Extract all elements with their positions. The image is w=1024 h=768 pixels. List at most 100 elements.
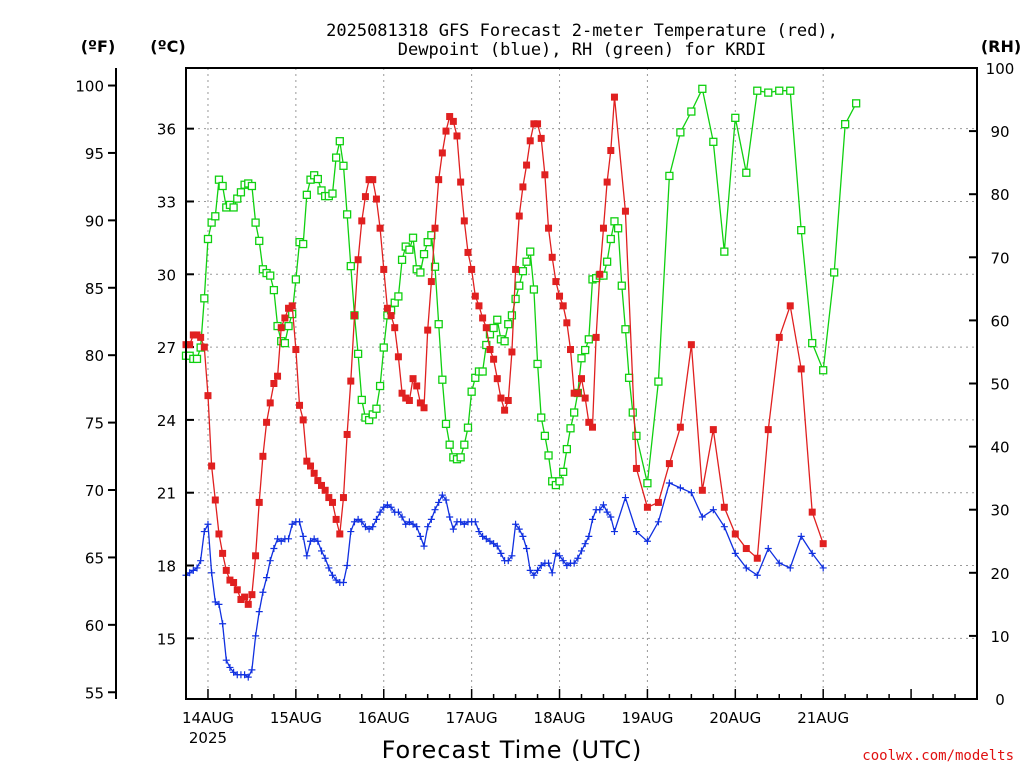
temperature-point [347,377,355,385]
temperature-point [479,314,487,322]
temperature-point [204,392,212,400]
rh-point [540,431,550,441]
temperature-point [556,292,564,300]
dewpoint-point [504,557,512,565]
dewpoint-point [200,528,208,536]
temperature-point [504,396,512,404]
temperature-point [266,399,274,407]
rh-point [720,247,729,256]
rh-point [654,377,663,386]
rh-point [419,249,429,259]
fahrenheit-tick-label: 85 [85,280,104,298]
dewpoint-point [427,515,435,523]
rh-point [775,86,784,95]
temperature-point [365,176,373,184]
dewpoint-point [354,515,362,523]
rh-point [526,247,535,256]
temperature-point [219,549,227,557]
rh-point [537,413,546,422]
dewpoint-point [288,520,296,528]
dewpoint-point [365,525,373,533]
fahrenheit-tick-label: 55 [85,684,104,702]
temperature-point [665,460,673,468]
temperature-point [296,401,304,409]
dewpoint-point [358,518,366,526]
temperature-point [420,404,428,412]
rh-point [353,349,363,358]
temperature-point [607,147,615,155]
temperature-point [387,312,395,320]
dewpoint-point [215,600,223,608]
x-tick-label: 18AUG [534,709,586,727]
temperature-point [248,591,256,599]
temperature-point [328,498,336,506]
temperature-point [471,292,479,300]
rh-point [797,226,806,235]
rh-point [522,257,531,266]
dewpoint-point [457,518,465,526]
unit-fahrenheit-label: (ºF) [81,37,116,56]
dewpoint-point [482,535,490,543]
temperature-point [361,193,369,201]
dewpoint-point [211,598,219,606]
dewpoint-point [332,576,340,584]
dewpoint-point [372,515,380,523]
rh-tick-label: 30 [990,502,1009,520]
rh-tick-label: 70 [990,249,1009,267]
rh-point [559,467,568,476]
temperature-point [442,127,450,135]
temperature-point [541,171,549,179]
temperature-point [255,498,263,506]
celsius-tick-label: 33 [157,193,176,211]
rh-point [764,88,773,97]
temperature-point [259,452,267,460]
rh-point [331,153,341,162]
temperature-point [486,346,494,354]
temperature-point [720,503,728,511]
rh-axis: 0 10 20 30 40 50 60 70 80 90 100 [969,60,1014,709]
temperature-point [512,265,520,273]
dewpoint-point [786,564,794,572]
dewpoint-point [405,518,413,526]
temperature-point [578,375,585,383]
dewpoint-point [369,523,377,531]
temperature-point [574,389,582,397]
temperature-point [424,326,432,334]
temperature-point [588,423,596,431]
source-credit: coolwx.com/modelts [862,748,1014,764]
temperature-point [303,457,311,465]
dewpoint-point [552,549,560,557]
dewpoint-point [387,503,395,511]
rh-point [339,161,348,170]
rh-tick-label: 0 [995,691,1005,709]
temperature-point [427,278,435,286]
rh-tick-label: 60 [990,312,1009,330]
temperature-point [325,494,333,502]
temperature-point [438,149,446,157]
rh-point [203,234,213,244]
dewpoint-point [537,562,545,570]
temperature-point [570,389,578,397]
dewpoint-point [394,508,402,516]
rh-point [709,137,718,146]
rh-point [581,345,590,355]
rh-point [408,233,418,242]
temperature-point [211,496,219,504]
dewpoint-point [574,554,582,562]
dewpoint-point [709,506,717,514]
rh-point [229,203,238,212]
dewpoint-point [603,508,611,516]
dewpoint-point [523,545,531,553]
temperature-point [687,341,695,349]
temperature-point [643,503,651,511]
dewpoint-point [581,540,589,548]
plot-frame [185,67,978,700]
fahrenheit-axis: 55 60 65 70 75 80 85 90 95 100 [75,68,117,702]
dewpoint-point [435,498,443,506]
rh-point [405,245,414,254]
temperature-point [391,324,399,332]
unit-celsius-label: (ºC) [150,37,185,56]
rh-point [346,261,355,271]
rh-point [291,275,301,284]
